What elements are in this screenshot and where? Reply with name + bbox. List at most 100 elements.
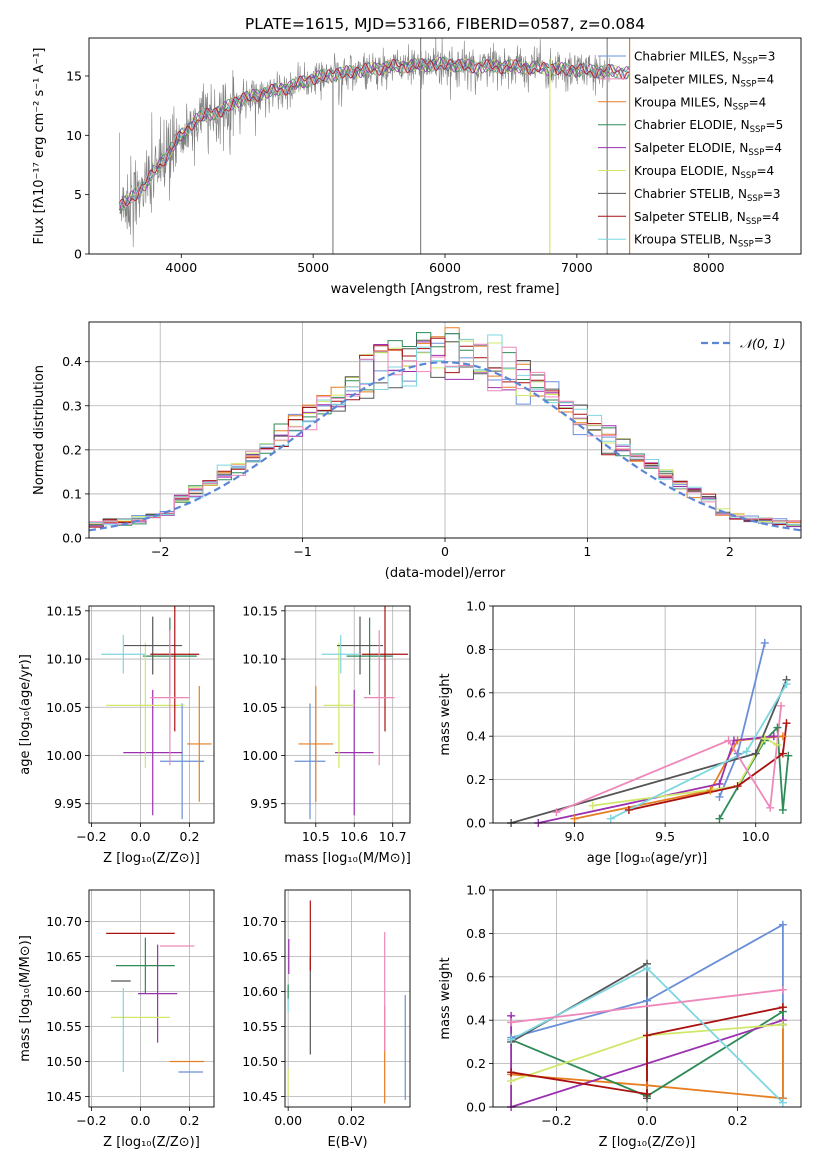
legend-subscript: SSP bbox=[746, 217, 762, 227]
legend-tail: =4 bbox=[762, 210, 780, 224]
legend-label: Chabrier ELODIE, N bbox=[634, 118, 750, 132]
mass-weight-line bbox=[718, 642, 766, 798]
legend-tail: =4 bbox=[764, 141, 782, 155]
plus-marker bbox=[624, 805, 633, 814]
legend-subscript: SSP bbox=[748, 148, 764, 158]
y-tick-label: 0.0 bbox=[466, 1100, 486, 1115]
plus-marker bbox=[507, 1018, 516, 1027]
mass-weight-line bbox=[510, 988, 784, 1024]
legend-label: Salpeter STELIB, N bbox=[634, 210, 746, 224]
x-tick-label: 0.2 bbox=[180, 1113, 200, 1128]
axes-frame bbox=[88, 889, 215, 1108]
panel-weight-vs-Z: −0.2 0.0 0.2 0.0 0.2 0.4 0.6 0.8 1.0 Z [log₁₀(Z/Z… bbox=[438, 883, 802, 1150]
axes-frame bbox=[284, 605, 411, 824]
x-axis-label: Z [log₁₀(Z/Z⊙)] bbox=[103, 1135, 200, 1150]
legend-subscript: SSP bbox=[741, 79, 757, 89]
x-tick-label: 6000 bbox=[429, 260, 461, 275]
panel-age-vs-Z: −0.2 0.0 0.2 9.95 10.00 10.05 10.10 10.15 Z [log… bbox=[18, 603, 215, 866]
plus-marker bbox=[782, 719, 791, 728]
plus-marker bbox=[778, 749, 787, 758]
legend-entry: Kroupa MILES, NSSP=4 bbox=[634, 95, 766, 112]
x-tick-label: 0.02 bbox=[338, 1113, 366, 1128]
axes-frame bbox=[88, 321, 802, 539]
y-tick-label: 10.70 bbox=[46, 914, 82, 929]
model-spectrum-line bbox=[119, 57, 630, 210]
legend-label: Salpeter ELODIE, N bbox=[634, 141, 748, 155]
y-axis-label: mass weight bbox=[438, 673, 453, 755]
model-spectrum-line bbox=[118, 58, 630, 207]
plus-marker bbox=[643, 1081, 651, 1090]
legend-tail: =5 bbox=[766, 118, 784, 132]
x-axis-label: mass [log₁₀(M/M⊙)] bbox=[284, 851, 411, 866]
y-tick-label: 10.15 bbox=[46, 603, 82, 618]
plus-marker bbox=[724, 736, 733, 745]
x-axis-label: age [log₁₀(age/yr)] bbox=[587, 851, 708, 866]
panel-age-vs-mass: 10.5 10.6 10.7 9.95 10.00 10.05 10.10 10.15 mass… bbox=[242, 603, 411, 866]
y-tick-label: 0.1 bbox=[62, 486, 82, 501]
legend-tail: =4 bbox=[756, 164, 774, 178]
x-tick-label: 4000 bbox=[165, 260, 197, 275]
y-tick-label: 0.4 bbox=[466, 1013, 486, 1028]
y-tick-label: 9.95 bbox=[250, 796, 278, 811]
x-tick-label: 1 bbox=[583, 544, 591, 559]
plot-area bbox=[294, 606, 409, 820]
mass-weight-line bbox=[556, 705, 782, 813]
y-tick-label: 10.05 bbox=[242, 700, 278, 715]
legend-tail: =4 bbox=[756, 72, 774, 86]
plot-area bbox=[118, 38, 631, 254]
plus-marker bbox=[643, 1031, 651, 1040]
x-tick-label: 0.0 bbox=[637, 1113, 657, 1128]
plus-marker bbox=[766, 803, 775, 812]
y-tick-label: 10.10 bbox=[242, 652, 278, 667]
y-axis-label: Flux [fλ10⁻¹⁷ erg cm⁻² s⁻¹ A⁻¹] bbox=[32, 48, 47, 245]
plus-marker bbox=[760, 638, 769, 647]
plus-marker bbox=[784, 751, 793, 760]
model-spectrum-line bbox=[118, 58, 630, 206]
plus-marker bbox=[570, 814, 579, 823]
y-tick-label: 10.45 bbox=[46, 1089, 82, 1104]
plus-marker bbox=[778, 920, 787, 929]
y-tick-label: 10.60 bbox=[242, 984, 278, 999]
plot-area bbox=[89, 327, 801, 532]
panel-mass-vs-Z: −0.2 0.0 0.2 10.45 10.50 10.55 10.60 10.65 10.70… bbox=[18, 889, 215, 1150]
plus-marker bbox=[742, 747, 751, 756]
figure-title: PLATE=1615, MJD=53166, FIBERID=0587, z=0… bbox=[245, 15, 645, 33]
panel-residuals: −2 −1 0 1 2 0.0 0.1 0.2 0.3 0.4 (data-model)/error… bbox=[32, 321, 802, 581]
x-tick-label: 0.2 bbox=[180, 829, 200, 844]
y-tick-label: 10.65 bbox=[46, 949, 82, 964]
legend-entry: Chabrier ELODIE, NSSP=5 bbox=[634, 118, 783, 135]
y-tick-label: 0.2 bbox=[466, 1056, 486, 1071]
x-tick-label: 10.0 bbox=[742, 829, 770, 844]
x-axis-label: wavelength [Angstrom, rest frame] bbox=[331, 282, 560, 297]
y-tick-label: 1.0 bbox=[466, 599, 486, 614]
legend-entry: Kroupa ELODIE, NSSP=4 bbox=[634, 164, 774, 181]
panel-spectrum: 4000 5000 6000 7000 8000 0 5 10 15 wavelength [An… bbox=[32, 37, 802, 297]
plus-marker bbox=[782, 680, 791, 689]
x-tick-label: 0.00 bbox=[274, 1113, 302, 1128]
axes-frame bbox=[284, 889, 411, 1108]
plus-marker bbox=[606, 814, 615, 823]
legend-subscript: SSP bbox=[747, 194, 763, 204]
y-tick-label: 0.0 bbox=[466, 816, 486, 831]
plus-marker bbox=[643, 996, 651, 1005]
legend-tail: =3 bbox=[763, 187, 781, 201]
legend-entry: Chabrier MILES, NSSP=3 bbox=[634, 50, 775, 67]
plus-marker bbox=[715, 792, 724, 801]
plus-marker bbox=[588, 801, 597, 810]
x-tick-label: 0 bbox=[441, 544, 449, 559]
plot-area bbox=[106, 932, 205, 1073]
legend-tail: =4 bbox=[749, 95, 767, 109]
legend-subscript: SSP bbox=[750, 125, 766, 135]
x-axis-label: (data-model)/error bbox=[385, 566, 506, 581]
y-tick-label: 10 bbox=[66, 128, 82, 143]
y-tick-label: 10.00 bbox=[242, 748, 278, 763]
y-axis-label: Normed distribution bbox=[32, 365, 47, 495]
mass-weight-line bbox=[628, 723, 788, 811]
y-tick-label: 0.4 bbox=[466, 729, 486, 744]
y-tick-label: 10.55 bbox=[242, 1019, 278, 1034]
legend-label: Kroupa STELIB, N bbox=[634, 233, 738, 247]
y-tick-label: 0.6 bbox=[466, 685, 486, 700]
y-tick-label: 10.55 bbox=[46, 1019, 82, 1034]
x-tick-label: 9.0 bbox=[565, 829, 585, 844]
